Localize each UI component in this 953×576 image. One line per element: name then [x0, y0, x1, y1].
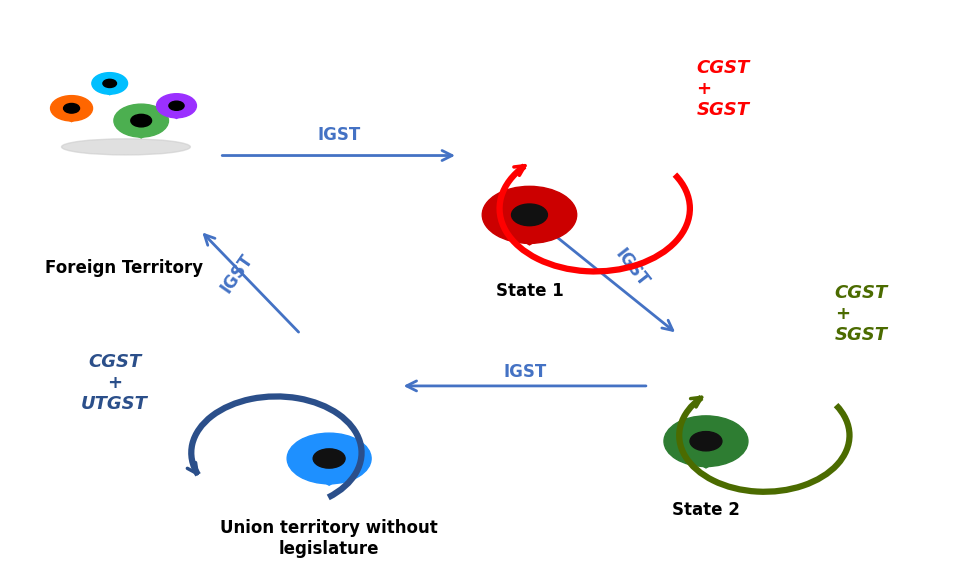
Polygon shape [56, 113, 88, 122]
Text: CGST
+
SGST: CGST + SGST [834, 284, 887, 344]
Text: IGST: IGST [216, 251, 256, 297]
Circle shape [51, 96, 92, 121]
Circle shape [689, 431, 721, 451]
Polygon shape [161, 110, 192, 119]
Circle shape [131, 115, 152, 127]
Circle shape [156, 94, 196, 118]
Circle shape [287, 433, 371, 484]
Text: IGST: IGST [502, 362, 546, 381]
Circle shape [91, 73, 128, 94]
Polygon shape [494, 225, 564, 245]
Circle shape [64, 104, 79, 113]
Polygon shape [674, 450, 737, 468]
Polygon shape [297, 467, 360, 485]
Text: State 1: State 1 [495, 282, 563, 300]
Circle shape [663, 416, 747, 467]
Text: CGST
+
SGST: CGST + SGST [696, 59, 749, 119]
Circle shape [169, 101, 184, 111]
Circle shape [482, 187, 576, 244]
Text: Union territory without
legislature: Union territory without legislature [220, 519, 437, 558]
Text: Foreign Territory: Foreign Territory [45, 259, 203, 277]
Text: CGST
+
UTGST: CGST + UTGST [81, 353, 148, 413]
Circle shape [511, 204, 547, 226]
Text: IGST: IGST [611, 245, 651, 290]
Polygon shape [96, 87, 123, 95]
Polygon shape [121, 126, 161, 138]
Circle shape [103, 79, 116, 88]
Circle shape [113, 104, 169, 137]
Ellipse shape [62, 139, 191, 155]
Circle shape [313, 449, 345, 468]
Text: IGST: IGST [316, 126, 360, 145]
Text: State 2: State 2 [671, 501, 740, 519]
